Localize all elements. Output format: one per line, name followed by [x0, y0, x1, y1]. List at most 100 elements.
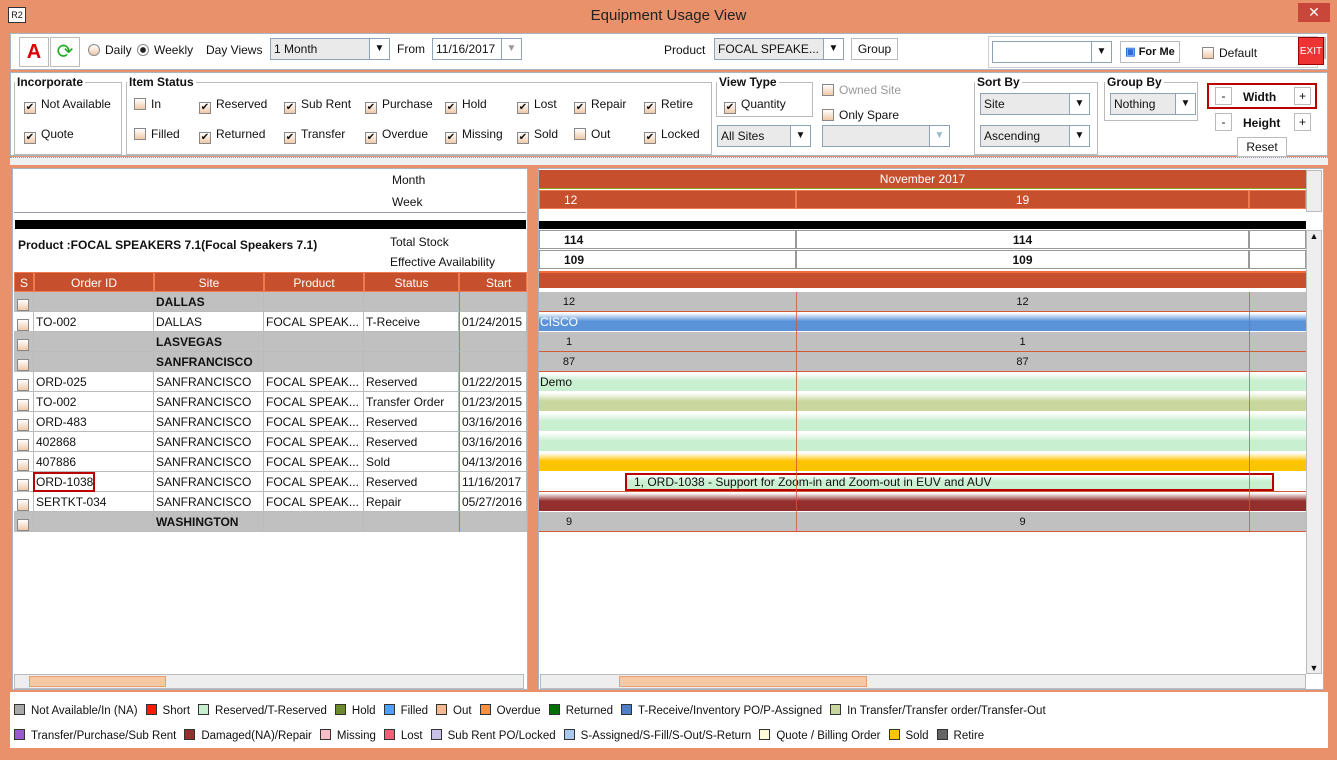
- group-button[interactable]: Group: [851, 38, 898, 60]
- week-label: Week: [392, 195, 423, 209]
- total-stock-label: Total Stock: [390, 235, 449, 249]
- sites-select[interactable]: All Sites ▼: [717, 125, 811, 147]
- status-checkbox-sub-rent[interactable]: Sub Rent: [284, 97, 351, 114]
- header-scrollbar[interactable]: [1306, 170, 1322, 212]
- cell-start: 11/16/2017: [459, 472, 527, 492]
- status-checkbox-lost[interactable]: Lost: [517, 97, 557, 114]
- row-select-checkbox[interactable]: [14, 412, 34, 432]
- legend-swatch: [548, 704, 560, 715]
- status-checkbox-reserved[interactable]: Reserved: [199, 97, 267, 114]
- weekly-radio[interactable]: Weekly: [137, 43, 193, 57]
- not-available-checkbox[interactable]: Not Available: [24, 97, 111, 114]
- for-me-button[interactable]: ▣ For Me: [1120, 41, 1180, 63]
- height-decrease-button[interactable]: -: [1215, 113, 1232, 131]
- sort-order-select[interactable]: Ascending ▼: [980, 125, 1090, 147]
- cell-site: DALLAS: [154, 292, 264, 312]
- default-checkbox[interactable]: Default: [1202, 46, 1257, 60]
- cell-product: FOCAL SPEAK...: [264, 412, 364, 432]
- only-spare-checkbox[interactable]: Only Spare: [822, 108, 899, 122]
- row-select-checkbox[interactable]: [14, 432, 34, 452]
- font-settings-icon[interactable]: A: [19, 37, 49, 67]
- splitter[interactable]: [10, 157, 1328, 165]
- status-checkbox-filled[interactable]: Filled: [134, 127, 180, 141]
- row-select-checkbox[interactable]: [14, 472, 34, 492]
- status-checkbox-transfer[interactable]: Transfer: [284, 127, 345, 144]
- width-increase-button[interactable]: +: [1294, 87, 1311, 105]
- cell-product: FOCAL SPEAK...: [264, 312, 364, 332]
- column-header[interactable]: Status: [364, 272, 459, 292]
- legend-item: Sub Rent PO/Locked: [430, 729, 556, 742]
- status-checkbox-hold[interactable]: Hold: [445, 97, 487, 114]
- cell-site: SANFRANCISCO: [154, 452, 264, 472]
- status-checkbox-locked[interactable]: Locked: [644, 127, 700, 144]
- column-header[interactable]: S: [14, 272, 34, 292]
- cell-status: [364, 512, 459, 532]
- vertical-scrollbar[interactable]: ▲ ▼: [1306, 230, 1322, 674]
- booking-bar[interactable]: [539, 453, 1306, 471]
- cell-product: [264, 332, 364, 352]
- row-select-checkbox[interactable]: [14, 312, 34, 332]
- booking-bar[interactable]: [539, 433, 1306, 451]
- legend-item: Transfer/Purchase/Sub Rent: [14, 729, 176, 742]
- reset-button[interactable]: Reset: [1237, 137, 1287, 157]
- group-by-select[interactable]: Nothing ▼: [1110, 93, 1196, 115]
- cell-status: Reserved: [364, 372, 459, 392]
- status-checkbox-out[interactable]: Out: [574, 127, 610, 141]
- legend-swatch: [145, 704, 157, 715]
- product-title: Product :FOCAL SPEAKERS 7.1(Focal Speake…: [18, 238, 318, 252]
- width-decrease-button[interactable]: -: [1215, 87, 1232, 105]
- booking-bar[interactable]: CISCO: [539, 313, 1306, 331]
- booking-bar[interactable]: 1, ORD-1038 - Support for Zoom-in and Zo…: [625, 473, 1274, 491]
- day-views-select[interactable]: 1 Month ▼: [270, 38, 390, 60]
- cell-status: [364, 292, 459, 312]
- status-checkbox-retire[interactable]: Retire: [644, 97, 693, 114]
- quantity-checkbox[interactable]: Quantity: [724, 97, 786, 114]
- cell-start: [459, 352, 527, 372]
- owned-site-checkbox[interactable]: Owned Site: [822, 83, 901, 97]
- status-checkbox-missing[interactable]: Missing: [445, 127, 503, 144]
- from-date-field[interactable]: 11/16/2017 ▼: [432, 38, 522, 60]
- quote-checkbox[interactable]: Quote: [24, 127, 74, 144]
- horizontal-scrollbar[interactable]: [14, 674, 524, 689]
- column-header[interactable]: Order ID: [34, 272, 154, 292]
- cell-product: FOCAL SPEAK...: [264, 432, 364, 452]
- status-checkbox-overdue[interactable]: Overdue: [365, 127, 428, 144]
- legend-swatch: [621, 704, 633, 715]
- refresh-icon[interactable]: ⟳: [50, 37, 80, 67]
- column-header[interactable]: Site: [154, 272, 264, 292]
- close-window-button[interactable]: ✕: [1298, 3, 1330, 22]
- cell-site: WASHINGTON: [154, 512, 264, 532]
- daily-radio[interactable]: Daily: [88, 43, 132, 57]
- booking-bar[interactable]: Demo: [539, 373, 1306, 391]
- timeline-horizontal-scrollbar[interactable]: [540, 674, 1306, 689]
- exit-button[interactable]: EXIT: [1298, 37, 1324, 65]
- row-select-checkbox[interactable]: [14, 352, 34, 372]
- count-cell: 1: [1019, 336, 1026, 348]
- row-select-checkbox[interactable]: [14, 452, 34, 472]
- saved-view-select[interactable]: ▼: [992, 41, 1112, 63]
- row-select-checkbox[interactable]: [14, 372, 34, 392]
- sort-field-select[interactable]: Site ▼: [980, 93, 1090, 115]
- product-select[interactable]: FOCAL SPEAKE... ▼: [714, 38, 844, 60]
- spare-search-select[interactable]: ▼: [822, 125, 950, 147]
- row-select-checkbox[interactable]: [14, 492, 34, 512]
- status-checkbox-returned[interactable]: Returned: [199, 127, 265, 144]
- status-checkbox-in[interactable]: In: [134, 97, 161, 111]
- booking-bar[interactable]: [539, 393, 1306, 411]
- total_stock-cell: [1249, 230, 1306, 249]
- status-checkbox-repair[interactable]: Repair: [574, 97, 626, 114]
- cell-id: TO-002: [34, 312, 154, 332]
- booking-bar[interactable]: [539, 413, 1306, 431]
- height-increase-button[interactable]: +: [1294, 113, 1311, 131]
- row-select-checkbox[interactable]: [14, 292, 34, 312]
- status-checkbox-purchase[interactable]: Purchase: [365, 97, 433, 114]
- row-select-checkbox[interactable]: [14, 332, 34, 352]
- booking-bar[interactable]: [539, 493, 1306, 511]
- status-checkbox-sold[interactable]: Sold: [517, 127, 558, 144]
- legend-item: Quote / Billing Order: [759, 729, 881, 742]
- column-header[interactable]: Product: [264, 272, 364, 292]
- row-select-checkbox[interactable]: [14, 512, 34, 532]
- cell-id: ORD-025: [34, 372, 154, 392]
- row-select-checkbox[interactable]: [14, 392, 34, 412]
- column-header[interactable]: Start Da: [459, 272, 527, 292]
